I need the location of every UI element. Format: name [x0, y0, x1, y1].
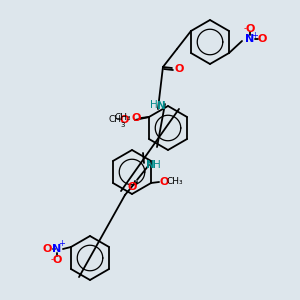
Text: -: - — [50, 256, 53, 265]
Text: N: N — [245, 34, 255, 44]
Text: H: H — [150, 100, 158, 110]
Text: -: - — [244, 25, 247, 34]
Text: O: O — [127, 182, 137, 192]
Text: O: O — [131, 113, 141, 123]
Text: CH: CH — [108, 116, 122, 124]
Text: 3: 3 — [121, 122, 125, 128]
Text: +: + — [252, 31, 258, 40]
Text: N: N — [52, 244, 62, 254]
Text: O: O — [245, 24, 255, 34]
Text: O: O — [42, 244, 52, 254]
Text: N: N — [146, 160, 154, 170]
Text: N: N — [157, 101, 165, 111]
Text: O: O — [52, 255, 62, 265]
Text: CH₃: CH₃ — [115, 112, 131, 122]
Text: O: O — [257, 34, 267, 44]
Text: +: + — [58, 239, 65, 248]
Text: O: O — [119, 115, 129, 125]
Text: O: O — [174, 64, 184, 74]
Text: H: H — [153, 160, 161, 170]
Text: CH₃: CH₃ — [167, 178, 183, 187]
Text: O: O — [159, 177, 169, 187]
